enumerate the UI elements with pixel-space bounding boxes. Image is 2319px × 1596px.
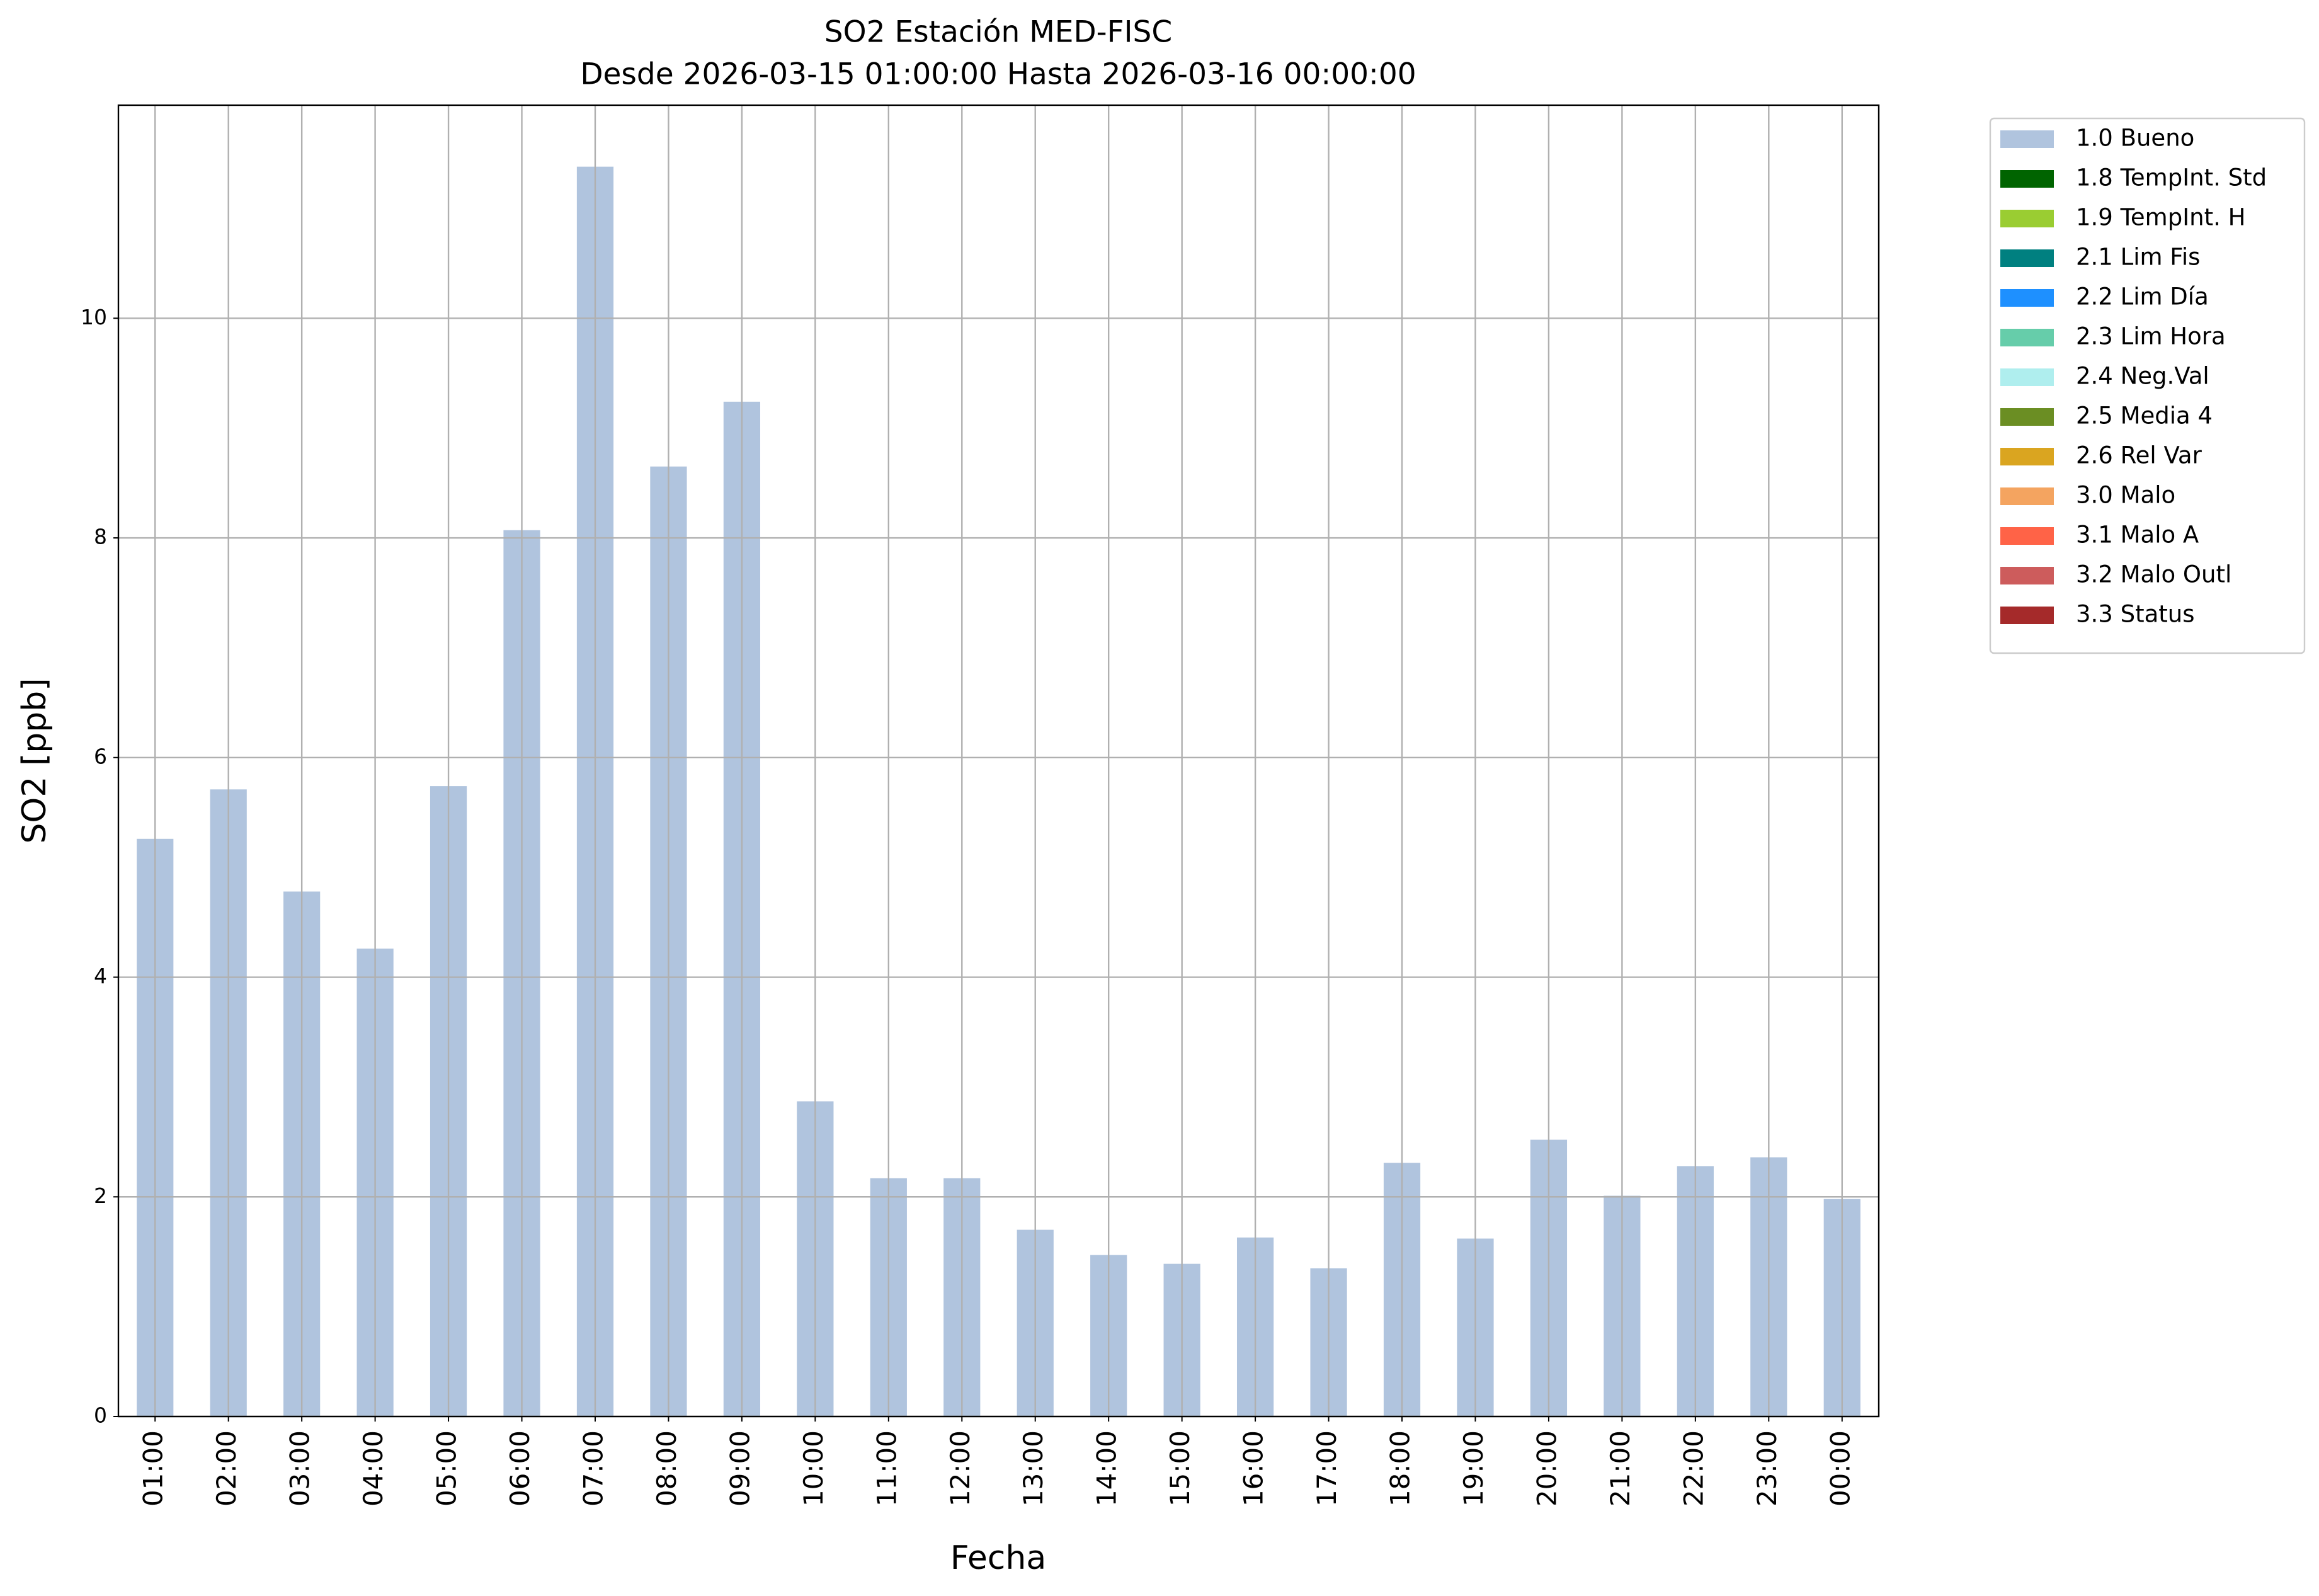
legend-swatch: [2000, 368, 2054, 386]
legend-swatch: [2000, 527, 2054, 545]
x-tick-label: 00:00: [1825, 1430, 1855, 1507]
legend-swatch: [2000, 289, 2054, 307]
plot-frame: [117, 104, 1880, 1418]
x-tick-label: 09:00: [724, 1430, 755, 1507]
x-tick-label: 22:00: [1678, 1430, 1709, 1507]
x-tick-label: 18:00: [1385, 1430, 1416, 1507]
x-tick-label: 20:00: [1531, 1430, 1562, 1507]
y-tick-label: 6: [94, 744, 107, 768]
x-tick-label: 02:00: [211, 1430, 242, 1507]
x-tick-label: 14:00: [1091, 1430, 1122, 1507]
legend-label: 3.3 Status: [2076, 601, 2195, 628]
legend-label: 3.1 Malo A: [2076, 522, 2199, 549]
x-tick-label: 21:00: [1605, 1430, 1636, 1507]
x-tick-label: 16:00: [1238, 1430, 1269, 1507]
x-tick-label: 11:00: [871, 1430, 902, 1507]
x-tick-label: 07:00: [578, 1430, 608, 1507]
legend-swatch: [2000, 487, 2054, 505]
y-tick-label: 10: [81, 305, 107, 329]
legend-swatch: [2000, 249, 2054, 267]
legend-swatch: [2000, 329, 2054, 346]
legend-label: 1.8 TempInt. Std: [2076, 164, 2267, 191]
legend-label: 2.5 Media 4: [2076, 402, 2213, 430]
x-tick-label: 04:00: [358, 1430, 389, 1507]
y-axis-label: SO2 [ppb]: [16, 678, 54, 843]
legend-swatch: [2000, 210, 2054, 227]
y-tick-label: 4: [94, 964, 107, 988]
legend-swatch: [2000, 130, 2054, 148]
x-tick-label: 23:00: [1752, 1430, 1782, 1507]
legend-label: 2.3 Lim Hora: [2076, 323, 2226, 350]
x-tick-label: 10:00: [798, 1430, 829, 1507]
legend-label: 2.1 Lim Fis: [2076, 244, 2200, 271]
x-tick-label: 13:00: [1018, 1430, 1049, 1507]
legend-label: 3.2 Malo Outl: [2076, 561, 2231, 588]
x-tick-label: 06:00: [504, 1430, 535, 1507]
x-tick-label: 08:00: [651, 1430, 682, 1507]
legend-label: 1.9 TempInt. H: [2076, 204, 2245, 231]
legend-label: 2.4 Neg.Val: [2076, 363, 2209, 390]
legend-swatch: [2000, 607, 2054, 624]
legend-label: 1.0 Bueno: [2076, 125, 2194, 152]
legend-box: [1989, 117, 2306, 654]
x-axis-label: Fecha: [950, 1539, 1046, 1577]
x-tick-label: 19:00: [1458, 1430, 1489, 1507]
y-tick-label: 8: [94, 525, 107, 549]
legend-swatch: [2000, 448, 2054, 465]
x-tick-label: 03:00: [285, 1430, 316, 1507]
x-tick-label: 15:00: [1165, 1430, 1195, 1507]
x-tick-label: 12:00: [945, 1430, 976, 1507]
legend-label: 2.2 Lim Día: [2076, 283, 2209, 311]
x-tick-label: 17:00: [1311, 1430, 1342, 1507]
y-tick-label: 0: [94, 1403, 107, 1428]
legend-swatch: [2000, 567, 2054, 584]
x-tick-label: 01:00: [138, 1430, 169, 1507]
y-tick-label: 2: [94, 1183, 107, 1208]
legend-swatch: [2000, 170, 2054, 188]
chart-subtitle: Desde 2026-03-15 01:00:00 Hasta 2026-03-…: [580, 57, 1416, 92]
x-tick-label: 05:00: [431, 1430, 462, 1507]
legend-swatch: [2000, 408, 2054, 426]
legend-label: 2.6 Rel Var: [2076, 442, 2202, 469]
chart-title: SO2 Estación MED-FISC: [824, 15, 1172, 50]
legend-label: 3.0 Malo: [2076, 482, 2175, 509]
